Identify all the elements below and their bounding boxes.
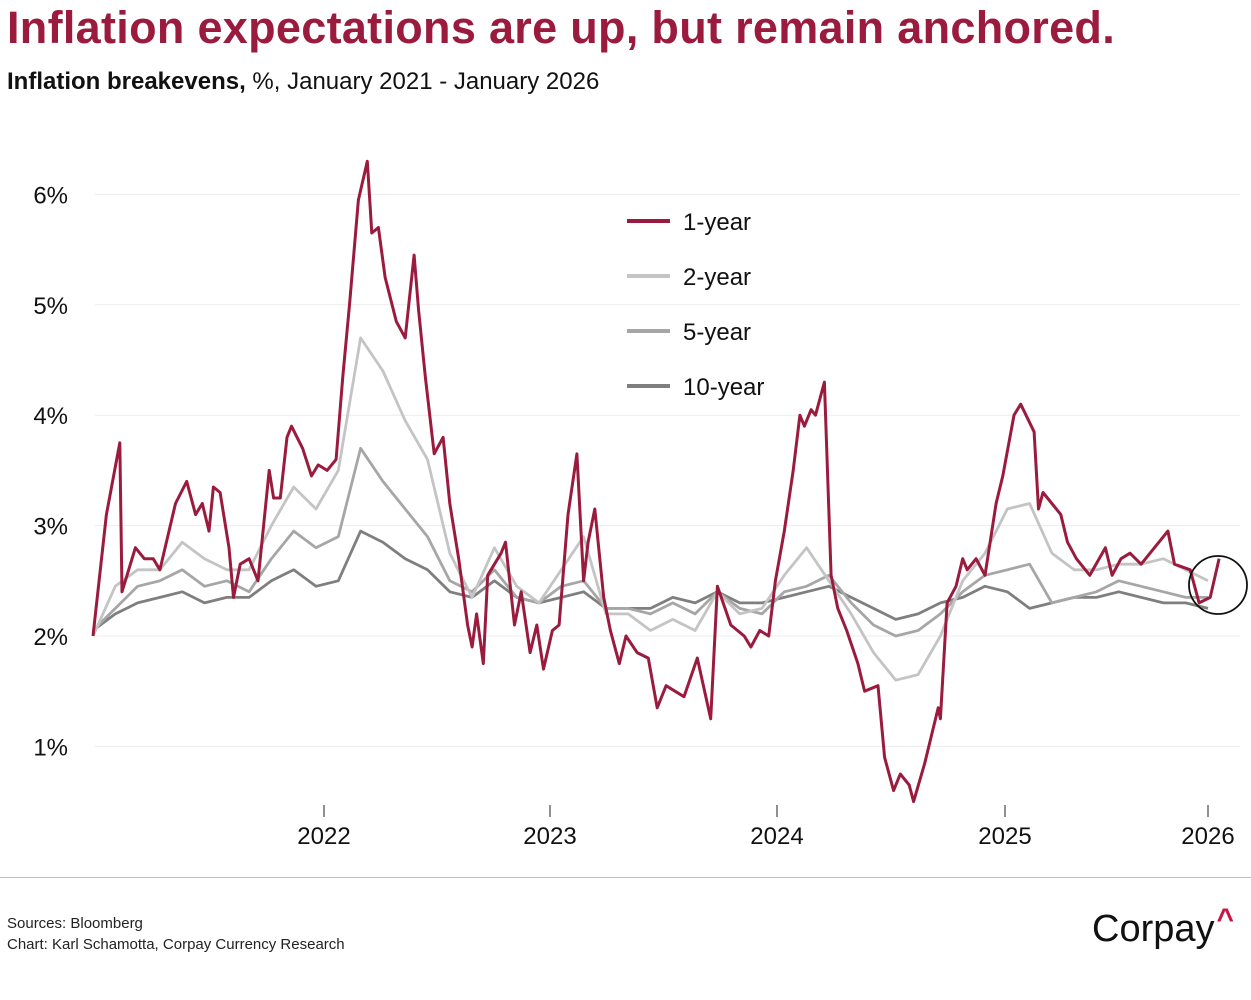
y-axis-labels: 1% 2% 3% 4% 5% 6%	[33, 182, 68, 761]
y-tick-label: 1%	[33, 734, 68, 761]
series-lines	[91, 159, 1221, 804]
y-tick-label: 5%	[33, 293, 68, 320]
x-tick-label: 2024	[750, 823, 803, 850]
legend-label-2-year: 2-year	[683, 264, 751, 291]
corpay-logo: Corpay^	[1092, 903, 1234, 951]
legend-label-1-year: 1-year	[683, 209, 751, 236]
highlight-circle-annotation	[1188, 555, 1248, 615]
logo-caret-icon: ^	[1216, 903, 1235, 936]
x-axis-labels: 2022 2023 2024 2025 2026	[297, 805, 1235, 850]
credit-text: Chart: Karl Schamotta, Corpay Currency R…	[7, 936, 345, 953]
chart-title: Inflation expectations are up, but remai…	[7, 2, 1115, 53]
chart-subtitle: Inflation breakevens, %, January 2021 - …	[7, 68, 599, 96]
y-tick-label: 6%	[33, 182, 68, 209]
y-tick-label: 3%	[33, 514, 68, 541]
subtitle-rest: %, January 2021 - January 2026	[245, 68, 600, 95]
line-chart: 1% 2% 3% 4% 5% 6% 2022 2023 2024 2025 2026 1-year…	[33, 159, 1248, 850]
series-line-1-year	[91, 159, 1221, 804]
y-tick-label: 2%	[33, 624, 68, 651]
series-line-10-year	[92, 529, 1209, 632]
x-tick-label: 2022	[297, 823, 350, 850]
legend-label-5-year: 5-year	[683, 319, 751, 346]
gridlines	[95, 193, 1240, 747]
logo-text: Corpay	[1092, 908, 1215, 950]
series-line-5-year	[92, 446, 1208, 638]
x-tick-label: 2025	[978, 823, 1031, 850]
y-tick-label: 4%	[33, 403, 68, 430]
subtitle-bold: Inflation breakevens,	[7, 68, 246, 95]
series-line-2-year	[91, 336, 1209, 682]
x-tick-label: 2026	[1181, 823, 1234, 850]
legend: 1-year 2-year 5-year 10-year	[627, 209, 764, 401]
sources-text: Sources: Bloomberg	[7, 915, 143, 932]
legend-label-10-year: 10-year	[683, 374, 764, 401]
x-tick-label: 2023	[523, 823, 576, 850]
footer-divider	[0, 877, 1251, 878]
